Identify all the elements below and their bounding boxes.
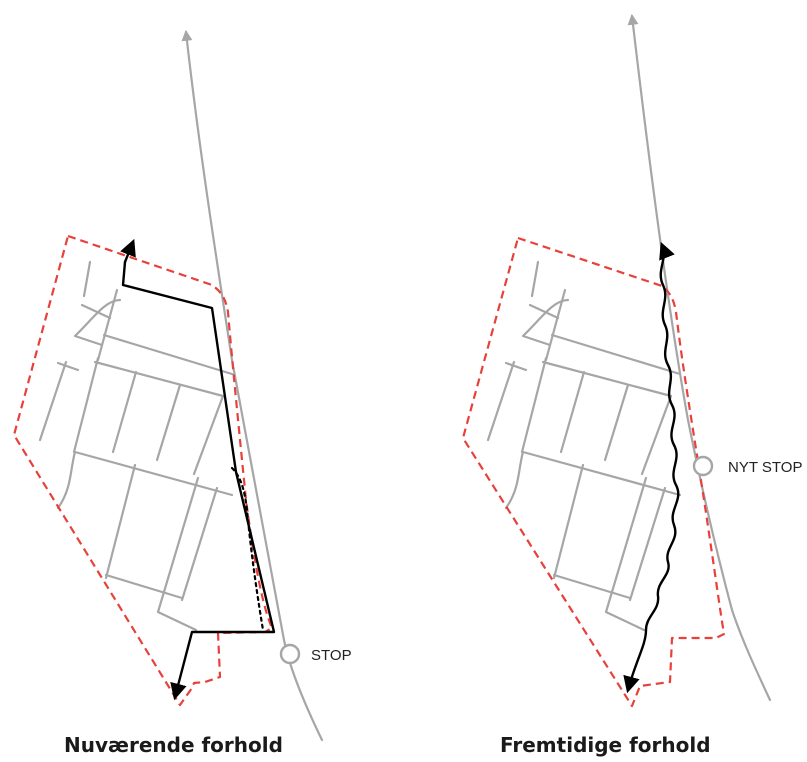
route-arrow-start [120, 238, 136, 264]
street [155, 383, 182, 462]
street [504, 450, 525, 510]
street [603, 383, 630, 462]
street [521, 298, 570, 347]
street [102, 333, 234, 376]
street [521, 450, 682, 497]
street [520, 356, 548, 454]
street [504, 361, 528, 372]
street [528, 303, 560, 320]
street [111, 370, 138, 454]
new-bus-stop-marker [692, 455, 714, 477]
street [73, 450, 234, 497]
street [486, 360, 516, 442]
street [604, 476, 648, 632]
street [530, 260, 540, 298]
street-network [486, 260, 682, 632]
street [72, 356, 100, 454]
street [38, 360, 68, 442]
street [80, 303, 112, 320]
panel-future: NYT STOP Fremtidige forhold [461, 13, 802, 757]
street [640, 394, 673, 476]
street [544, 288, 567, 362]
bus-route-future [623, 241, 680, 694]
panel-caption: Nuværende forhold [64, 733, 283, 757]
panel-caption: Fremtidige forhold [500, 733, 711, 757]
street [552, 573, 632, 600]
bus-stop-marker [279, 643, 301, 665]
panel-current: STOP Nuværende forhold [12, 29, 352, 757]
main-road [627, 13, 772, 702]
street [552, 463, 585, 580]
main-road [181, 29, 324, 742]
street [56, 450, 77, 510]
street [559, 370, 586, 454]
street [56, 361, 80, 372]
bus-route-current [121, 260, 276, 701]
stop-label: STOP [311, 647, 352, 664]
street [104, 573, 184, 600]
route-detour-dotted [230, 466, 265, 632]
stop-label: NYT STOP [728, 459, 802, 476]
street [541, 360, 673, 398]
street [180, 486, 219, 602]
street [156, 476, 200, 632]
area-boundary [12, 234, 274, 707]
street [550, 333, 682, 376]
street-network [38, 260, 234, 632]
street [82, 260, 92, 298]
street [96, 288, 119, 362]
street [73, 298, 122, 347]
street [104, 463, 137, 580]
street [93, 360, 225, 398]
street [192, 394, 225, 476]
